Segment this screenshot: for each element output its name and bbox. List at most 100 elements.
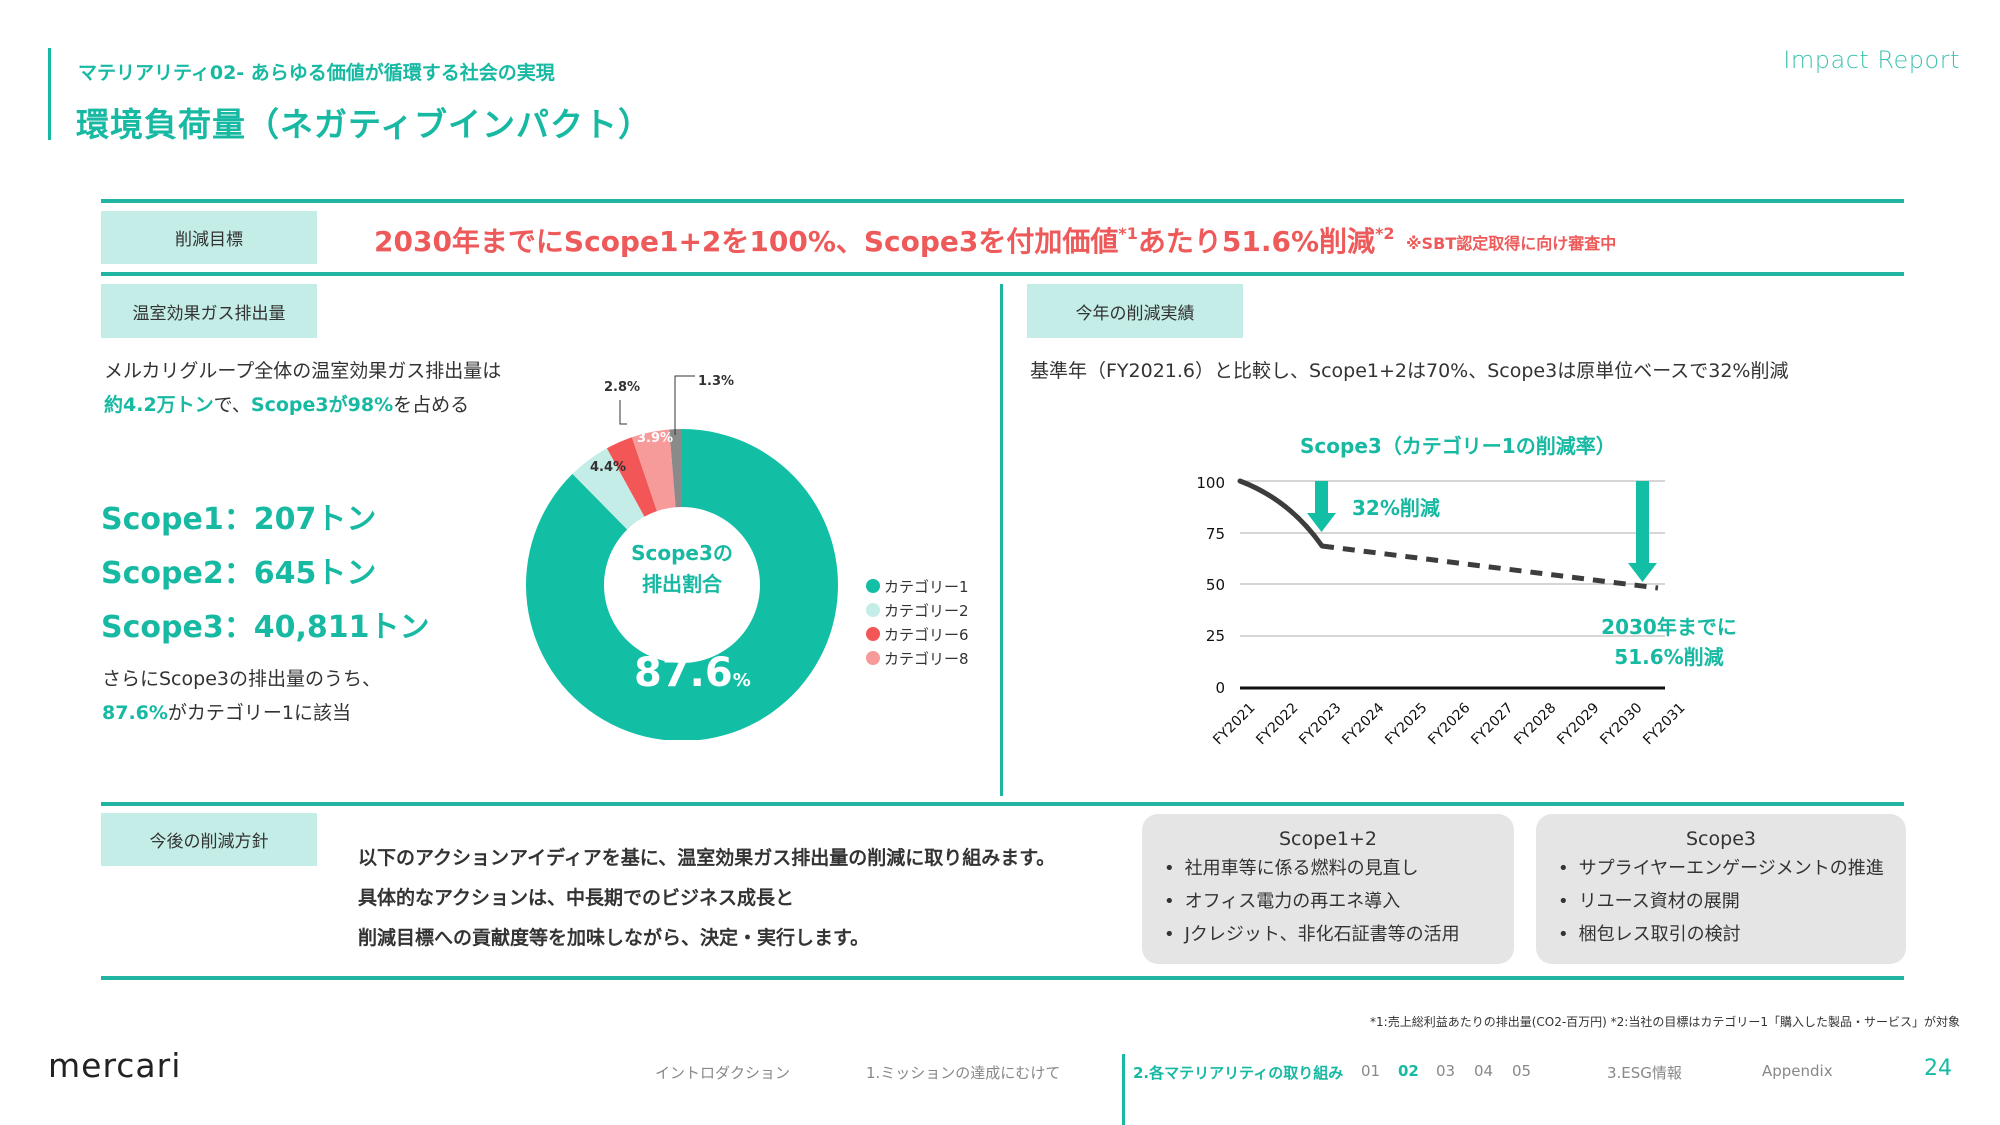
donut-main-value: 87.6% [634,650,751,696]
donut-center-line1: Scope3の [631,541,733,565]
emissions-desc-line1: メルカリグループ全体の温室効果ガス排出量は [104,360,502,382]
nav-materiality-01[interactable]: 01 [1361,1062,1381,1080]
donut-slice-category2 [572,448,645,530]
header-accent-bar [48,48,51,140]
scope3-value: Scope3：40,811トン [101,610,430,645]
annotation-32-reduction: 32%削減 [1352,496,1440,520]
nav-materiality-03[interactable]: 03 [1436,1062,1456,1080]
nav-materiality[interactable]: 2.各マテリアリティの取り組み [1133,1064,1344,1082]
donut-slice-category1 [526,429,838,740]
annotation-2030-line1: 2030年までに [1601,615,1737,639]
policy-line3: 削減目標への貢献度等を加味しながら、決定・実行します。 [358,927,870,949]
page-title: 環境負荷量（ネガティブインパクト） [76,105,653,144]
annotation-2030-line2: 51.6%削減 [1614,645,1724,669]
policy-line2: 具体的なアクションは、中長期でのビジネス成長と [358,887,795,909]
footnote-ref-1: *1 [1118,224,1138,243]
legend-label: カテゴリー1 [884,577,969,596]
arrow-down-icon [1628,563,1657,582]
legend-label: カテゴリー6 [884,625,969,644]
y-tick-75: 75 [1205,525,1225,543]
nav-mission[interactable]: 1.ミッションの達成にむけて [866,1064,1061,1082]
scope3-actions-title: Scope3 [1686,828,1756,850]
page-number: 24 [1924,1056,1952,1081]
emissions-tag: 温室効果ガス排出量 [101,284,317,338]
scope3-line-chart [1237,478,1665,690]
nav-materiality-02[interactable]: 02 [1398,1062,1419,1080]
divider-policy-top [101,802,1904,806]
nav-esg[interactable]: 3.ESG情報 [1607,1064,1682,1082]
donut-label-other: 1.3% [698,374,735,389]
donut-center-label: Scope3の 排出割合 [612,538,752,600]
target-dashed-line [1321,543,1659,591]
x-tick-fy2021: FY2021 [1210,700,1259,749]
x-tick-fy2029: FY2029 [1554,700,1603,749]
leader-line-other [674,375,695,435]
legend-dot-icon [866,603,880,617]
category1-share-highlight: 87.6% [102,702,168,724]
footnote: *1:売上総利益あたりの排出量(CO2-百万円) *2:当社の目標はカテゴリー1… [1370,1015,1960,1029]
divider-target-bottom [101,272,1904,276]
main-value-number: 87.6 [634,650,733,696]
target-tag: 削減目標 [101,211,317,264]
desc-text: を占める [393,394,470,416]
target-text-1: 2030年までにScope1+2を100%、Scope3を付加価値 [374,225,1119,258]
line-chart-title: Scope3（カテゴリー1の削減率） [1300,434,1616,458]
actual-line [1237,478,1325,549]
sbt-note: ※SBT認定取得に向け審査中 [1406,234,1617,253]
legend-item-category6: カテゴリー6 [866,622,969,646]
arrow-32-shaft [1315,481,1328,515]
donut-slice-category8 [631,429,676,512]
scope12-actions-title: Scope1+2 [1279,828,1377,850]
leader-line-cat6 [619,400,627,425]
nav-appendix[interactable]: Appendix [1762,1062,1833,1080]
nav-introduction[interactable]: イントロダクション [655,1064,791,1082]
x-tick-fy2026: FY2026 [1425,700,1474,749]
target-text-2: あたり51.6%削減 [1137,225,1376,258]
policy-description: 以下のアクションアイディアを基に、温室効果ガス排出量の削減に取り組みます。 具体… [358,838,1055,958]
x-tick-fy2031: FY2031 [1640,700,1689,749]
footnote-ref-2: *2 [1375,224,1395,243]
donut-legend: カテゴリー1 カテゴリー2 カテゴリー6 カテゴリー8 [866,574,969,670]
action-item: Jクレジット、非化石証書等の活用 [1164,918,1492,951]
results-tag: 今年の削減実績 [1027,284,1243,338]
nav-materiality-04[interactable]: 04 [1474,1062,1494,1080]
legend-dot-icon [866,651,880,665]
action-item: リユース資材の展開 [1558,885,1884,918]
total-emissions-highlight: 約4.2万トン [104,394,214,416]
x-tick-fy2023: FY2023 [1296,700,1345,749]
page-subtitle: マテリアリティ02- あらゆる価値が循環する社会の実現 [78,62,555,84]
category1-note: さらにScope3の排出量のうち、 87.6%がカテゴリー1に該当 [102,662,381,730]
legend-label: カテゴリー2 [884,601,969,620]
category1-note-line1: さらにScope3の排出量のうち、 [102,668,381,690]
y-tick-100: 100 [1196,474,1225,492]
scope3-share-highlight: Scope3が98% [250,394,394,416]
arrow-down-icon [1307,513,1336,532]
x-tick-fy2025: FY2025 [1382,700,1431,749]
mercari-logo: mercari [48,1046,182,1085]
donut-center-line2: 排出割合 [642,572,722,596]
desc-text: で、 [213,394,251,416]
action-item: 社用車等に係る燃料の見直し [1164,852,1492,885]
action-item: 梱包レス取引の検討 [1558,918,1884,951]
y-tick-50: 50 [1205,576,1225,594]
x-tick-fy2027: FY2027 [1468,700,1517,749]
arrow-2030-shaft [1636,481,1649,565]
impact-report-brand: Impact Report [1783,46,1960,74]
donut-slice-other [669,429,682,508]
legend-item-category2: カテゴリー2 [866,598,969,622]
policy-tag: 今後の削減方針 [101,813,317,866]
scope2-value: Scope2：645トン [101,556,377,591]
nav-materiality-05[interactable]: 05 [1512,1062,1532,1080]
emissions-desc-line2: 約4.2万トンで、Scope3が98%を占める [104,388,501,422]
desc-text: がカテゴリー1に該当 [167,702,352,724]
scope1-value: Scope1：207トン [101,502,377,537]
donut-label-category8: 3.9% [637,431,674,446]
policy-line1: 以下のアクションアイディアを基に、温室効果ガス排出量の削減に取り組みます。 [358,847,1056,869]
x-tick-fy2024: FY2024 [1339,700,1388,749]
target-statement: 2030年までにScope1+2を100%、Scope3を付加価値*1あたり51… [374,220,1395,260]
divider-top [101,199,1904,203]
legend-label: カテゴリー8 [884,649,969,668]
donut-label-category2: 4.4% [590,460,627,475]
panel-divider [1000,284,1003,796]
emissions-description: メルカリグループ全体の温室効果ガス排出量は 約4.2万トンで、Scope3が98… [104,354,501,422]
